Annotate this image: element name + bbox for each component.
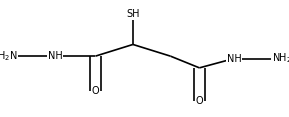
Text: O: O xyxy=(92,86,99,96)
Text: NH$_2$: NH$_2$ xyxy=(272,52,289,65)
Text: NH: NH xyxy=(47,51,62,61)
Text: NH: NH xyxy=(227,53,242,64)
Text: SH: SH xyxy=(126,9,140,19)
Text: O: O xyxy=(196,96,203,106)
Text: H$_2$N: H$_2$N xyxy=(0,49,17,63)
